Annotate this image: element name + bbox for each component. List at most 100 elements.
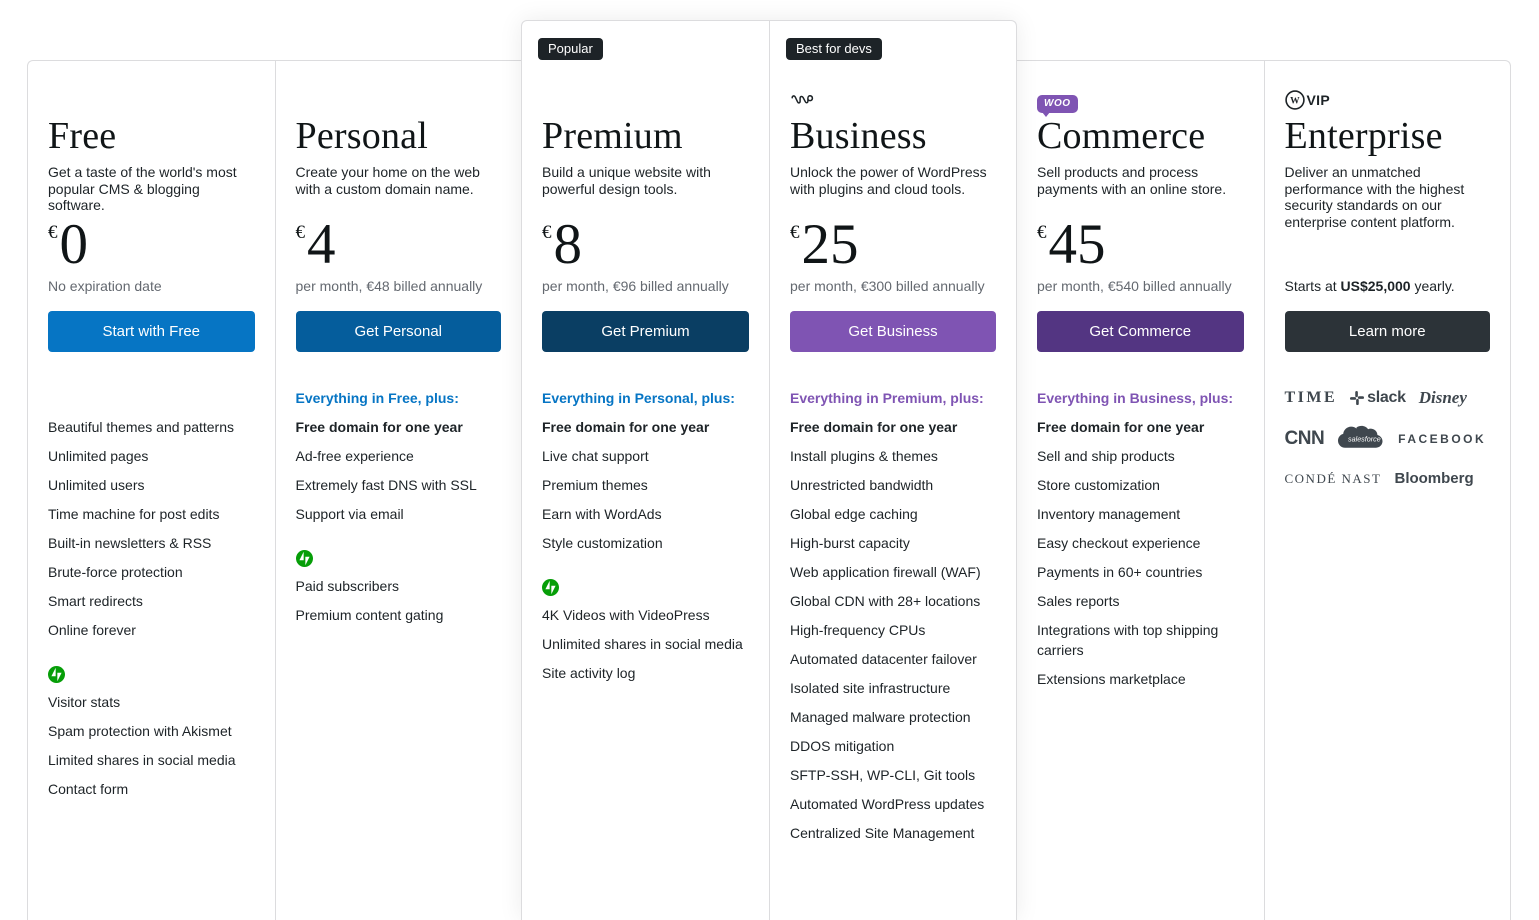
plan-cta-commerce[interactable]: Get Commerce [1037, 311, 1244, 352]
jetpack-icon [542, 579, 559, 596]
currency-symbol: € [542, 222, 552, 243]
bloomberg-logo: Bloomberg [1394, 470, 1474, 487]
billing-note: per month, €540 billed annually [1037, 278, 1232, 294]
plan-cta-free[interactable]: Start with Free [48, 311, 255, 352]
feature-item: Extremely fast DNS with SSL [295, 477, 477, 493]
feature-item: Unrestricted bandwidth [790, 477, 934, 493]
jetpack-feature-item: Site activity log [542, 665, 636, 681]
feature-item: DDOS mitigation [790, 738, 895, 754]
enterprise-brand-logos: TIME slack Disney CNN salesforce FACEBOOK COND… [1285, 388, 1493, 487]
everything-in-line: Everything in Premium, plus: [790, 390, 984, 406]
cnn-logo: CNN [1284, 428, 1325, 449]
time-logo: TIME [1284, 389, 1338, 406]
feature-item: Web application firewall (WAF) [790, 564, 981, 580]
conde-logo: CONDÉ NAST [1284, 470, 1382, 486]
feature-item: Built-in newsletters & RSS [48, 535, 212, 551]
slack-logo-text: slack [1367, 389, 1406, 406]
starts-at-note: Starts at US$25,000 yearly. [1284, 278, 1455, 294]
plan-card-enterprise: W VIP Enterprise Deliver an unmatched perfo… [1263, 61, 1511, 920]
plan-group-standard-left: Free Get a taste of the world's most popu… [27, 60, 521, 920]
jetpack-feature-group: Visitor stats Spam protection with Akisme… [48, 666, 255, 799]
feature-item: Global CDN with 28+ locations [790, 593, 981, 609]
plan-badge-business: Best for devs [786, 38, 882, 60]
jetpack-icon [48, 666, 65, 683]
plan-cta-business[interactable]: Get Business [790, 311, 996, 352]
plan-cta-premium[interactable]: Get Premium [542, 311, 749, 352]
jetpack-feature-item: 4K Videos with VideoPress [542, 607, 710, 623]
plan-description: Create your home on the web with a custo… [295, 164, 480, 197]
feature-item: Support via email [295, 506, 404, 522]
plan-logo-slot [542, 89, 749, 116]
plan-logo-slot [296, 89, 502, 116]
everything-in-line: Everything in Free, plus: [295, 390, 459, 406]
feature-item: Sell and ship products [1037, 448, 1175, 464]
plan-feature-list: Everything in Free, plus: Free domain for… [296, 388, 502, 524]
billing-note: per month, €48 billed annually [295, 278, 483, 294]
feature-item: Free domain for one year [542, 419, 710, 435]
currency-symbol: € [790, 222, 800, 243]
feature-item: SFTP-SSH, WP-CLI, Git tools [790, 767, 976, 783]
plan-logo-slot [790, 89, 996, 116]
plan-feature-list: Everything in Business, plus: Free domain… [1037, 388, 1244, 689]
feature-item: Brute-force protection [48, 564, 183, 580]
feature-item: Ad-free experience [295, 448, 414, 464]
plan-logo-slot [48, 89, 255, 116]
plan-logo-slot: W VIP [1284, 89, 1491, 116]
plan-description: Deliver an unmatched performance with th… [1284, 164, 1465, 230]
feature-item: Free domain for one year [790, 419, 958, 435]
feature-item: Premium themes [542, 477, 648, 493]
everything-in-line: Everything in Personal, plus: [542, 390, 735, 406]
price-amount: 25 [801, 213, 859, 276]
plan-description: Unlock the power of WordPress with plugi… [790, 164, 987, 197]
starts-at-amount: US$25,000 [1340, 278, 1411, 294]
feature-item: Install plugins & themes [790, 448, 938, 464]
wp-cloud-logo [790, 91, 819, 114]
feature-item: Automated WordPress updates [790, 796, 985, 812]
feature-item: Easy checkout experience [1037, 535, 1201, 551]
plan-price: €45 [1037, 214, 1244, 276]
feature-item: Smart redirects [48, 593, 143, 609]
salesforce-logo: salesforce [1337, 424, 1385, 454]
price-amount: 8 [553, 213, 583, 276]
plan-description: Sell products and process payments with … [1037, 164, 1227, 197]
feature-item: Beautiful themes and patterns [48, 419, 235, 435]
jetpack-icon [295, 550, 313, 567]
plan-feature-list: Everything in Premium, plus: Free domain … [790, 388, 996, 843]
everything-in-line: Everything in Business, plus: [1037, 390, 1234, 406]
feature-item: Inventory management [1037, 506, 1181, 522]
plan-price [1285, 214, 1491, 276]
plan-title: Commerce [1037, 115, 1206, 157]
price-amount: 4 [307, 213, 336, 276]
plan-card-premium: Popular Premium Build a unique website wit… [522, 21, 769, 920]
feature-item: Unlimited pages [48, 448, 149, 464]
billing-note: per month, €96 billed annually [542, 278, 729, 294]
facebook-logo: FACEBOOK [1398, 432, 1487, 446]
plan-cta-personal[interactable]: Get Personal [295, 311, 501, 352]
feature-item: Payments in 60+ countries [1037, 564, 1203, 580]
currency-symbol: € [48, 222, 58, 243]
plan-card-business: Best for devs Business Unlock the power of… [769, 21, 1016, 920]
jetpack-feature-item: Spam protection with Akismet [48, 723, 232, 739]
plan-group-highlighted: Popular Premium Build a unique website wit… [521, 20, 1017, 920]
feature-item: Style customization [542, 535, 663, 551]
billing-note: No expiration date [48, 278, 162, 294]
price-amount: 0 [59, 213, 89, 276]
feature-item: Time machine for post edits [48, 506, 220, 522]
plan-price: €8 [542, 214, 749, 276]
feature-item: Extensions marketplace [1037, 671, 1186, 687]
price-amount: 45 [1048, 213, 1106, 276]
feature-item: Global edge caching [790, 506, 918, 522]
plan-card-commerce: WOO Commerce Sell products and process pay… [1017, 61, 1264, 920]
plan-cta-enterprise[interactable]: Learn more [1284, 311, 1490, 352]
jetpack-feature-item: Premium content gating [295, 607, 444, 623]
wpvip-logo: W VIP [1284, 90, 1330, 115]
plan-title: Business [790, 115, 927, 157]
plan-price: €4 [296, 214, 502, 276]
jetpack-feature-item: Unlimited shares in social media [542, 636, 743, 652]
plan-price: €0 [48, 214, 255, 276]
plan-description: Get a taste of the world's most popular … [48, 164, 237, 213]
plan-card-personal: Personal Create your home on the web with… [274, 61, 522, 920]
feature-item: Unlimited users [48, 477, 145, 493]
feature-item: Managed malware protection [790, 709, 971, 725]
plan-card-free: Free Get a taste of the world's most popu… [28, 61, 275, 920]
